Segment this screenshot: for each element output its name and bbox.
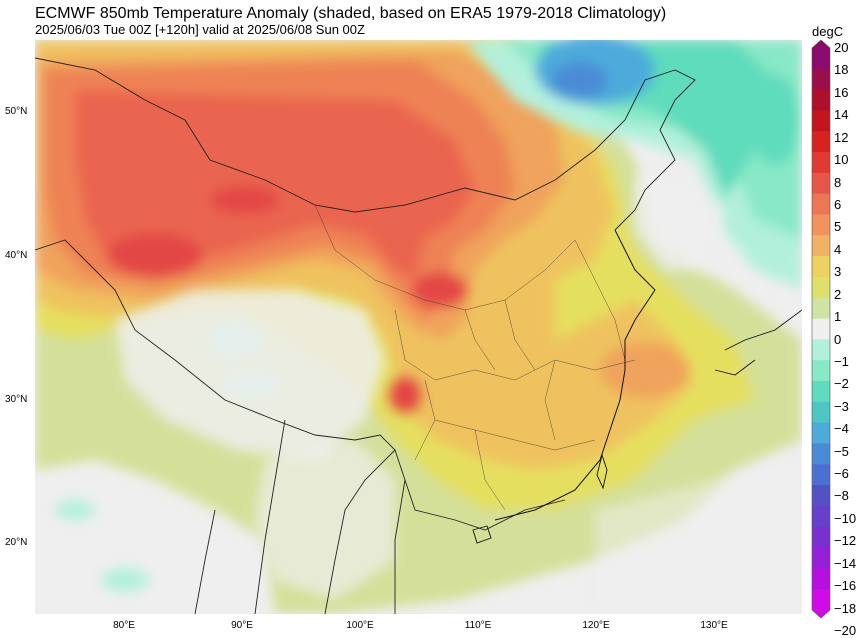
colorbar-tick-label: −6: [834, 466, 849, 482]
colorbar-tick-label: 2: [834, 286, 842, 302]
colorbar-swatch: [812, 297, 830, 320]
province-borders: [314, 204, 636, 511]
colorbar-swatch: [812, 464, 830, 486]
colorbar-swatch: [812, 360, 830, 382]
colorbar-swatch: [812, 276, 830, 299]
colorbar-swatch: [812, 48, 830, 70]
map-subtitle: 2025/06/03 Tue 00Z [+120h] valid at 2025…: [35, 22, 365, 37]
colorbar-tick-label: −20: [834, 623, 857, 638]
coastline: [494, 229, 656, 521]
colorbar-tick-label: 10: [834, 152, 849, 168]
colorbar-tick-label: 8: [834, 174, 842, 190]
colorbar-tick-label: 14: [834, 107, 849, 123]
country-borders: [35, 57, 696, 614]
colorbar-top-arrow: [812, 40, 830, 48]
colorbar-tick-label: −16: [834, 578, 857, 594]
hainan-outline: [472, 525, 492, 544]
warm-anomaly-shading: [35, 40, 802, 614]
colorbar-tick-label: −12: [834, 533, 857, 549]
colorbar-swatch: [812, 568, 830, 590]
colorbar-tick-label: 0: [834, 331, 842, 347]
anomaly-map: [35, 40, 802, 614]
colorbar-tick-label: −18: [834, 600, 857, 616]
colorbar-tick-label: −10: [834, 510, 857, 526]
lon-label-110e: 110°E: [464, 620, 492, 631]
colorbar-swatch: [812, 214, 830, 236]
map-title: ECMWF 850mb Temperature Anomaly (shaded,…: [35, 5, 667, 22]
colorbar-swatch: [812, 339, 830, 361]
colorbar-swatch: [812, 235, 830, 257]
colorbar-tick-label: 18: [834, 62, 849, 78]
colorbar-tick-label: 5: [834, 219, 842, 235]
colorbar: [811, 40, 831, 618]
lon-label-120e: 120°E: [582, 620, 610, 631]
colorbar-tick-label: 4: [834, 241, 842, 257]
colorbar-tick-label: −8: [834, 488, 849, 504]
colorbar-tick-label: −2: [834, 376, 849, 392]
lat-label-50n: 50°N: [5, 106, 28, 117]
colorbar-swatch: [812, 89, 830, 111]
colorbar-tick-label: 12: [834, 129, 849, 145]
colorbar-tick-label: −14: [834, 555, 857, 571]
colorbar-tick-label: 1: [834, 309, 842, 325]
colorbar-swatch: [812, 193, 830, 216]
colorbar-swatch: [812, 485, 830, 507]
colorbar-swatch: [812, 131, 830, 153]
colorbar-tick-label: 20: [834, 40, 849, 55]
colorbar-swatch: [812, 547, 830, 569]
colorbar-tick-label: −3: [834, 398, 849, 414]
neutral-areas: [115, 170, 802, 614]
colorbar-tick-label: −1: [834, 353, 849, 369]
lat-label-20n: 20°N: [5, 537, 28, 548]
japan-outline: [714, 309, 802, 376]
lon-label-80e: 80°E: [113, 620, 135, 631]
colorbar-swatch: [812, 443, 830, 465]
colorbar-swatch: [812, 401, 830, 424]
colorbar-swatch: [812, 526, 830, 549]
colorbar-tick-label: −5: [834, 443, 849, 459]
colorbar-tick-label: 6: [834, 196, 842, 212]
lon-label-130e: 130°E: [700, 620, 728, 631]
colorbar-swatch: [812, 505, 830, 528]
lat-label-30n: 30°N: [5, 394, 28, 405]
colorbar-swatch: [812, 318, 830, 340]
colorbar-swatch: [812, 68, 830, 91]
colorbar-tick-label: 3: [834, 264, 842, 280]
lon-label-100e: 100°E: [346, 620, 374, 631]
colorbar-bottom-arrow: [812, 610, 830, 618]
colorbar-swatch: [812, 589, 830, 611]
colorbar-outline: [811, 40, 831, 618]
colorbar-swatch: [812, 422, 830, 444]
colorbar-swatch: [812, 110, 830, 132]
colorbar-unit: degC: [812, 24, 844, 39]
colorbar-swatch: [812, 172, 830, 195]
taiwan-outline: [596, 453, 608, 490]
colorbar-swatch: [812, 381, 830, 403]
colorbar-tick-label: −4: [834, 421, 849, 437]
lon-label-90e: 90°E: [231, 620, 253, 631]
colorbar-swatch: [812, 152, 830, 174]
colorbar-tick-label: 16: [834, 84, 849, 100]
lat-label-40n: 40°N: [5, 250, 28, 261]
colorbar-swatch: [812, 256, 830, 278]
